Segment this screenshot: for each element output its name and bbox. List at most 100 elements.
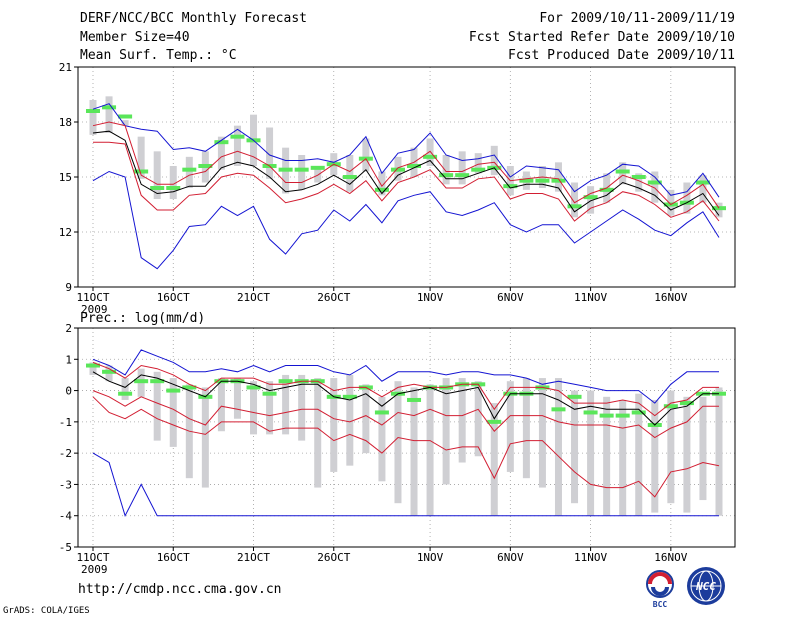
- p0-median-mark: [134, 169, 149, 174]
- p0-box: [121, 120, 129, 126]
- p1-median-mark: [567, 394, 582, 399]
- p1-lower-line: [92, 390, 719, 439]
- p0-median-mark: [342, 175, 357, 179]
- p1-box: [442, 378, 450, 485]
- p1-box: [410, 387, 418, 516]
- p1-box: [298, 374, 306, 441]
- p1-median-mark: [599, 413, 614, 418]
- p1-box: [217, 378, 225, 432]
- p0-median-mark: [535, 178, 550, 183]
- p1-box: [571, 390, 579, 504]
- p0-median-mark: [439, 173, 454, 178]
- p0-median-mark: [647, 180, 662, 185]
- p0-median-mark: [471, 167, 486, 172]
- p0-xtick-label: 6NOV: [497, 291, 524, 304]
- p1-box: [362, 384, 370, 454]
- p1-box: [201, 387, 209, 488]
- p0-box: [442, 155, 450, 185]
- p0-ytick-label: 12: [59, 226, 72, 239]
- p1-box: [282, 374, 290, 435]
- p1-ytick-label: -1: [59, 416, 72, 429]
- p1-min-line: [92, 452, 719, 518]
- p0-median-mark: [455, 173, 470, 178]
- p0-median-mark: [198, 164, 213, 168]
- p0-xtick-label: 16OCT: [157, 291, 190, 304]
- p0-ytick-label: 21: [59, 61, 72, 74]
- website-url[interactable]: http://cmdp.ncc.cma.gov.cn: [78, 582, 282, 597]
- p1-box: [715, 387, 723, 516]
- p0-median-mark: [102, 105, 117, 110]
- p1-median-mark: [631, 410, 646, 415]
- p0-box: [314, 166, 322, 183]
- forecast-period: For 2009/10/11-2009/11/19: [539, 11, 735, 26]
- grads-credit: GrADS: COLA/IGES: [3, 606, 90, 616]
- p1-ytick-label: 2: [65, 322, 72, 335]
- p0-median-mark: [407, 164, 422, 168]
- p1-max-line: [92, 349, 719, 404]
- p1-box: [683, 396, 691, 513]
- p1-xtick-label: 16OCT: [157, 551, 190, 564]
- p1-box: [266, 381, 274, 435]
- p1-median-mark: [278, 379, 293, 384]
- start-date: Fcst Started Refer Date 2009/10/10: [468, 30, 735, 45]
- p0-median-mark: [374, 187, 389, 192]
- p0-box: [699, 175, 707, 203]
- p1-box: [330, 378, 338, 472]
- p0-upper-line: [92, 121, 720, 209]
- p1-box: [458, 378, 466, 463]
- p1-median-mark: [374, 410, 389, 415]
- p1-box: [635, 393, 643, 516]
- p1-box: [490, 403, 498, 516]
- p0-median-mark: [615, 169, 630, 174]
- p1-lower2-line: [92, 396, 720, 498]
- p0-median-mark: [214, 140, 229, 145]
- p1-box: [554, 378, 562, 516]
- p0-year-label: 2009: [81, 303, 108, 316]
- p0-box: [635, 173, 643, 192]
- p0-box: [346, 155, 354, 192]
- p1-upper-line: [92, 361, 719, 417]
- p1-ytick-label: 1: [65, 353, 72, 366]
- p1-box: [667, 390, 675, 504]
- p0-median-mark: [118, 114, 133, 119]
- p1-box: [121, 378, 129, 400]
- p1-median-mark: [583, 410, 598, 415]
- p0-median-mark: [182, 167, 197, 172]
- p1-xtick-label: 11OCT: [76, 551, 109, 564]
- p1-frame: [77, 327, 736, 548]
- p1-xtick-label: 21OCT: [237, 551, 270, 564]
- p0-box: [651, 171, 659, 203]
- p0-box: [217, 136, 225, 170]
- p1-box: [394, 381, 402, 504]
- p1-median-mark: [102, 369, 117, 374]
- p0-median-mark: [294, 167, 309, 172]
- p1-median-mark: [134, 379, 149, 384]
- p0-median-mark: [519, 178, 534, 183]
- p1-ytick-label: -2: [59, 447, 72, 460]
- p1-median-mark: [551, 407, 566, 412]
- p0-box: [426, 138, 434, 166]
- p1-xtick-label: 16NOV: [654, 551, 687, 564]
- p1-box: [699, 396, 707, 501]
- p0-box: [474, 153, 482, 174]
- p0-box: [571, 182, 579, 218]
- bcc-logo: BCC: [646, 570, 674, 609]
- p0-box: [378, 171, 386, 196]
- p1-box: [426, 384, 434, 516]
- p0-box: [587, 186, 595, 214]
- p0-xtick-label: 26OCT: [317, 291, 350, 304]
- p1-median-mark: [262, 391, 277, 396]
- p1-box: [314, 378, 322, 488]
- p1-box: [89, 362, 97, 375]
- p0-median-mark: [503, 184, 518, 189]
- p1-median-mark: [679, 401, 694, 406]
- p0-mean-line: [92, 130, 720, 216]
- p0-max-line: [92, 103, 720, 198]
- p1-median-mark: [487, 419, 502, 424]
- p0-median-mark: [278, 167, 293, 172]
- p1-xtick-label: 6NOV: [497, 551, 524, 564]
- p1-box: [651, 399, 659, 513]
- p0-xtick-label: 16NOV: [654, 291, 687, 304]
- produced-date: Fcst Produced Date 2009/10/11: [508, 48, 735, 63]
- chart-title: DERF/NCC/BCC Monthly Forecast: [80, 11, 307, 26]
